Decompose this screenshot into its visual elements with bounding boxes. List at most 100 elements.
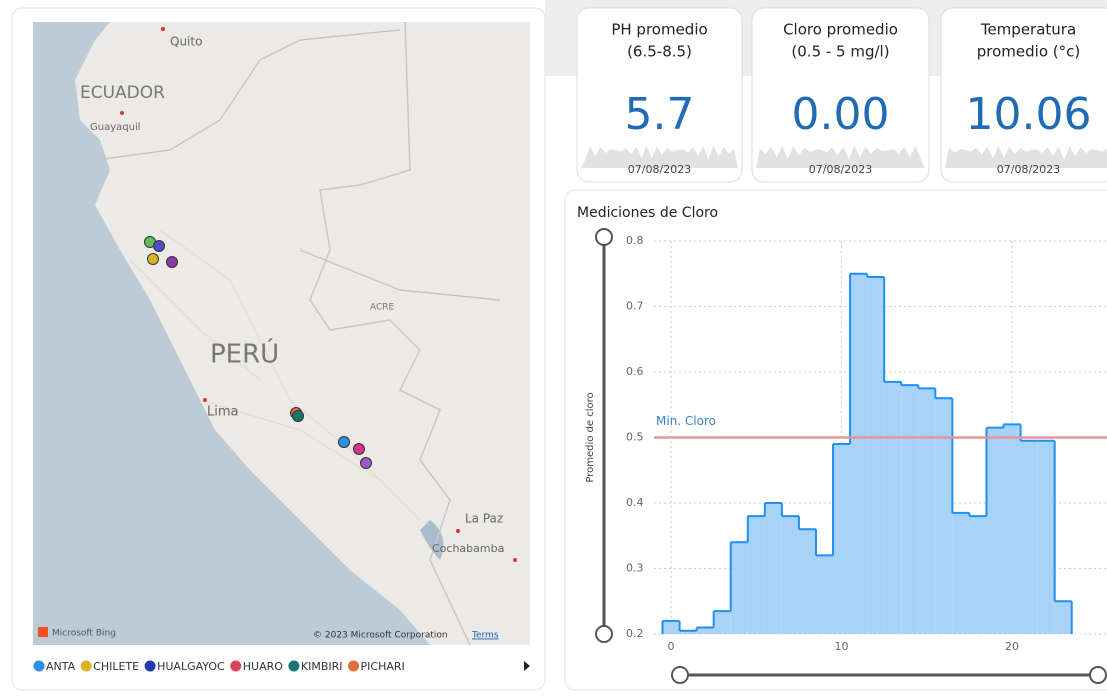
- step-area: [696, 627, 714, 634]
- map-label: Guayaquil: [90, 122, 141, 133]
- slider-handle[interactable]: [595, 625, 613, 643]
- x-tick-label: 0: [668, 640, 675, 653]
- copyright: © 2023 Microsoft Corporation: [313, 631, 448, 641]
- legend-label: HUALGAYOC: [157, 660, 225, 673]
- chart-title: Mediciones de Cloro: [577, 205, 718, 221]
- step-area: [969, 516, 987, 634]
- y-tick-label: 0.8: [626, 234, 644, 247]
- card-value: 5.7: [625, 89, 695, 140]
- location-marker[interactable]: [353, 443, 365, 455]
- roads: [129, 229, 421, 521]
- legend-swatch: [288, 660, 300, 672]
- map-label: PERÚ: [210, 338, 279, 370]
- step-area: [679, 630, 697, 634]
- step-area: [1037, 440, 1055, 634]
- map-label: Cochabamba: [432, 542, 504, 555]
- legend-next[interactable]: [524, 661, 530, 671]
- step-area: [815, 555, 834, 634]
- city-dot: [513, 558, 517, 562]
- location-marker[interactable]: [360, 457, 372, 469]
- map-ocean: [33, 22, 430, 645]
- sparkline: [945, 146, 1107, 168]
- legend-label: KIMBIRI: [301, 660, 343, 673]
- location-marker[interactable]: [147, 253, 159, 265]
- step-area: [901, 385, 919, 634]
- card-value: 0.00: [792, 89, 890, 140]
- y-axis-label: Promedio de cloro: [585, 392, 596, 482]
- step-area: [1020, 440, 1038, 634]
- bing-logo: [38, 627, 48, 637]
- step-area: [798, 529, 816, 634]
- sparkline: [581, 146, 738, 168]
- step-area: [867, 277, 885, 634]
- lake: [420, 520, 444, 560]
- legend-swatch: [348, 660, 360, 672]
- card-date: 07/08/2023: [809, 163, 872, 176]
- location-marker[interactable]: [338, 436, 350, 448]
- card-date: 07/08/2023: [997, 163, 1060, 176]
- step-area: [781, 516, 799, 634]
- kpi-card: [751, 7, 930, 183]
- card-title: (6.5-8.5): [627, 43, 692, 61]
- legend-swatch: [33, 660, 45, 672]
- card-title: PH promedio: [611, 21, 707, 39]
- x-tick-label: 10: [835, 640, 849, 653]
- step-area: [833, 444, 851, 634]
- step-area: [662, 620, 680, 634]
- location-marker[interactable]: [166, 256, 178, 268]
- city-dot: [203, 398, 207, 402]
- borders: [94, 21, 501, 646]
- step-area: [1054, 601, 1072, 634]
- legend-swatch: [80, 660, 92, 672]
- card-title: Cloro promedio: [783, 21, 898, 39]
- location-marker[interactable]: [292, 410, 304, 422]
- map-label: La Paz: [465, 512, 503, 526]
- step-area: [850, 273, 868, 634]
- step-area: [713, 611, 731, 634]
- step-area: [935, 398, 953, 634]
- step-area: [986, 427, 1004, 634]
- legend-label: ANTA: [46, 660, 76, 673]
- slider-handle[interactable]: [595, 228, 613, 246]
- sparkline: [756, 146, 925, 168]
- city-dot: [456, 529, 460, 533]
- y-tick-label: 0.5: [626, 431, 644, 444]
- legend-label: PICHARI: [361, 660, 405, 673]
- map-label: ECUADOR: [80, 83, 165, 103]
- terms-link[interactable]: Terms: [471, 631, 499, 641]
- map: [33, 21, 530, 646]
- y-tick-label: 0.4: [626, 496, 644, 509]
- kpi-card: [576, 7, 743, 183]
- y-tick-label: 0.6: [626, 365, 644, 378]
- step-area: [1003, 424, 1021, 634]
- location-marker[interactable]: [153, 240, 165, 252]
- card-title: (0.5 - 5 mg/l): [791, 43, 889, 61]
- y-tick-label: 0.3: [626, 562, 644, 575]
- reference-label: Min. Cloro: [656, 414, 716, 428]
- step-area: [884, 381, 902, 634]
- slider-handle[interactable]: [671, 666, 689, 684]
- slider-handle[interactable]: [1089, 666, 1107, 684]
- legend-label: HUARO: [243, 660, 283, 673]
- y-tick-label: 0.2: [626, 627, 644, 640]
- map-label: Quito: [170, 35, 202, 49]
- bing-text: Microsoft Bing: [52, 629, 116, 639]
- step-area: [918, 388, 936, 634]
- card-title: Temperatura: [980, 21, 1076, 39]
- map-label: ACRE: [370, 303, 395, 313]
- legend-swatch: [230, 660, 242, 672]
- card-title: promedio (°c): [977, 43, 1080, 61]
- card-date: 07/08/2023: [628, 163, 691, 176]
- kpi-card: [940, 7, 1107, 183]
- step-area: [764, 503, 782, 634]
- y-tick-label: 0.7: [626, 300, 644, 313]
- city-dot: [161, 27, 165, 31]
- legend-swatch: [144, 660, 156, 672]
- step-area: [747, 516, 765, 634]
- city-dot: [120, 111, 124, 115]
- step-area: [730, 542, 748, 634]
- map-label: Lima: [207, 405, 238, 420]
- card-value: 10.06: [966, 89, 1092, 140]
